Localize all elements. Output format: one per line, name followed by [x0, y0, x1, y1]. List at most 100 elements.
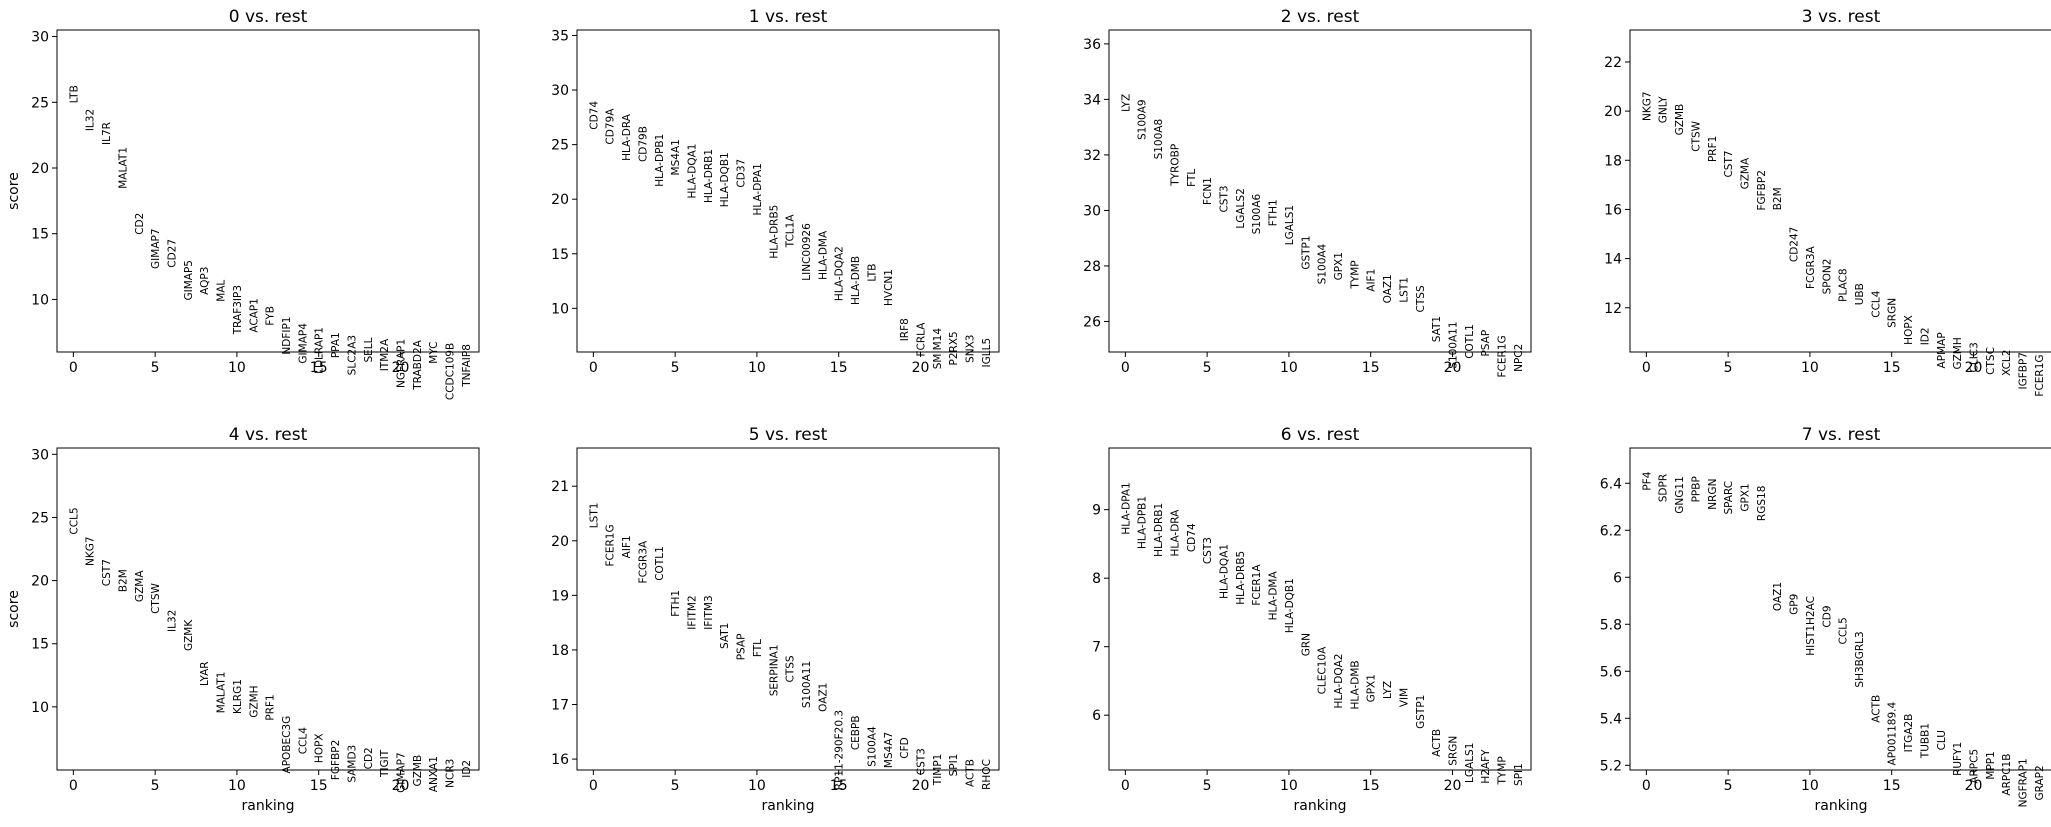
gene-label: HLA-DQA1 [686, 144, 698, 199]
y-tick-label: 19 [551, 588, 569, 604]
y-tick-label: 34 [1083, 92, 1101, 108]
x-tick-label: 5 [151, 360, 160, 376]
gene-label: LYZ [1120, 94, 1132, 112]
x-tick-label: 5 [671, 360, 680, 376]
gene-label: NCR3 [445, 759, 457, 788]
gene-label: HLA-DRB5 [768, 205, 780, 259]
gene-label: IGLL5 [981, 338, 993, 368]
gene-label: PSAP [736, 634, 748, 661]
gene-label: UBB [1854, 283, 1866, 305]
panel: 1 vs. rest 0 5 10 15 20 10 15 20 25 30 35 CD74 CD79A H… [551, 7, 1000, 376]
y-tick-label: 28 [1083, 259, 1101, 275]
panel: 5 vs. rest 0 5 10 15 20 16 17 18 19 20 21 ranking LST… [551, 425, 1000, 814]
gene-label: COTL1 [1464, 324, 1476, 359]
x-tick-label: 0 [69, 778, 78, 794]
gene-label: SH3BGRL3 [1854, 631, 1866, 687]
y-tick-label: 22 [1604, 55, 1622, 71]
panel: 7 vs. rest 0 5 10 15 20 5.2 5.4 5.6 5.8 6 6.2 6.4 ran… [1600, 425, 2051, 814]
gene-label: P2RX5 [948, 331, 960, 365]
plot-frame [1108, 447, 1532, 771]
plot-frame [576, 447, 1000, 771]
gene-label: H2AFY [1480, 749, 1492, 784]
y-tick-label: 36 [1083, 37, 1101, 53]
x-tick-label: 5 [1203, 360, 1212, 376]
gene-label: HLA-DPB1 [1137, 496, 1149, 549]
gene-label: HLA-DQB1 [719, 152, 731, 207]
x-tick-label: 20 [1444, 778, 1462, 794]
plot-frame [56, 29, 480, 353]
gene-label: GNG11 [1674, 476, 1686, 513]
x-tick-label: 0 [69, 360, 78, 376]
gene-label: CD2 [363, 747, 375, 769]
gene-label: HLA-DMA [817, 230, 829, 280]
gene-label: HLA-DQA2 [834, 246, 846, 301]
gene-label: CLU [1936, 730, 1948, 750]
gene-label: NGFRAP1 [395, 339, 407, 388]
gene-label: HOPX [314, 733, 326, 763]
gene-label: CST7 [101, 559, 113, 586]
y-tick-label: 10 [31, 292, 49, 308]
y-tick-label: 5.2 [1600, 758, 1622, 774]
y-tick-label: 6 [1092, 708, 1101, 724]
gene-label: S100A11 [1447, 321, 1459, 368]
x-tick-label: 0 [1121, 360, 1130, 376]
x-tick-label: 5 [1724, 360, 1733, 376]
y-tick-label: 9 [1092, 503, 1101, 519]
x-tick-label: 10 [228, 360, 246, 376]
x-tick-label: 20 [912, 778, 930, 794]
gene-label: MS4A1 [670, 139, 682, 175]
gene-label: GSTP1 [1300, 235, 1312, 269]
gene-label: GIMAP4 [297, 323, 309, 364]
x-tick-label: 15 [1883, 360, 1901, 376]
gene-label: ACTB [1431, 729, 1443, 757]
plot-frame [1629, 447, 2051, 771]
gene-label: TUBB1 [1919, 723, 1931, 759]
gene-label: B2M [117, 569, 129, 592]
gene-label: GZMB [1674, 104, 1686, 136]
y-tick-label: 17 [551, 698, 569, 714]
panel: 2 vs. rest 0 5 10 15 20 26 28 30 32 34 36 LYZ S100A9 S… [1083, 7, 1532, 377]
gene-label: ARPC5 [1968, 749, 1980, 784]
gene-label: MS4A7 [883, 732, 895, 768]
gene-label: TYROBP [1169, 144, 1181, 187]
gene-label: LST1 [1398, 277, 1410, 303]
gene-label: S100A6 [1251, 193, 1263, 234]
gene-label: FCER1G [605, 524, 617, 566]
gene-label: ID2 [461, 760, 473, 778]
gene-label: TRAF3IP3 [232, 285, 244, 335]
gene-label: CCL5 [1838, 617, 1850, 644]
y-tick-label: 15 [31, 637, 49, 653]
gene-label: NGFRAP1 [2018, 758, 2030, 807]
gene-label: HLA-DQA1 [1218, 544, 1230, 599]
gene-label: LGALS2 [1235, 188, 1247, 228]
x-tick-label: 20 [1965, 360, 1983, 376]
y-tick-label: 12 [1604, 301, 1622, 317]
gene-label: FTH1 [670, 590, 682, 617]
gene-label: ID2 [1919, 327, 1931, 345]
gene-label: HLA-DPB1 [654, 134, 666, 187]
gene-label: PLAC8 [1838, 268, 1850, 301]
gene-label: PPBP [1690, 476, 1702, 502]
gene-label: IFITM2 [686, 595, 698, 629]
gene-label: HIST1H2AC [1805, 596, 1817, 656]
gene-label: GZMA [1739, 157, 1751, 189]
gene-label: IFITM3 [703, 595, 715, 629]
gene-label: PRF1 [265, 694, 277, 720]
gene-label: ARPC1B [2001, 754, 2013, 796]
gene-label: HLA-DPA1 [1120, 482, 1132, 534]
y-tick-label: 10 [31, 700, 49, 716]
gene-label: SELL [363, 337, 375, 362]
gene-label: CST3 [1202, 537, 1214, 564]
x-tick-label: 20 [1444, 360, 1462, 376]
gene-label: S100A11 [801, 661, 813, 708]
gene-label: CST3 [915, 748, 927, 775]
gene-label: RHOC [981, 759, 993, 790]
y-tick-label: 14 [1604, 252, 1622, 268]
gene-label: GPX1 [1366, 674, 1378, 702]
gene-label: COTL1 [654, 546, 666, 581]
y-tick-label: 18 [551, 643, 569, 659]
gene-label: SAMD3 [346, 745, 358, 783]
gene-label: ITM2A [379, 338, 391, 371]
x-tick-label: 15 [1362, 778, 1380, 794]
gene-label: FCER1G [1497, 335, 1509, 377]
